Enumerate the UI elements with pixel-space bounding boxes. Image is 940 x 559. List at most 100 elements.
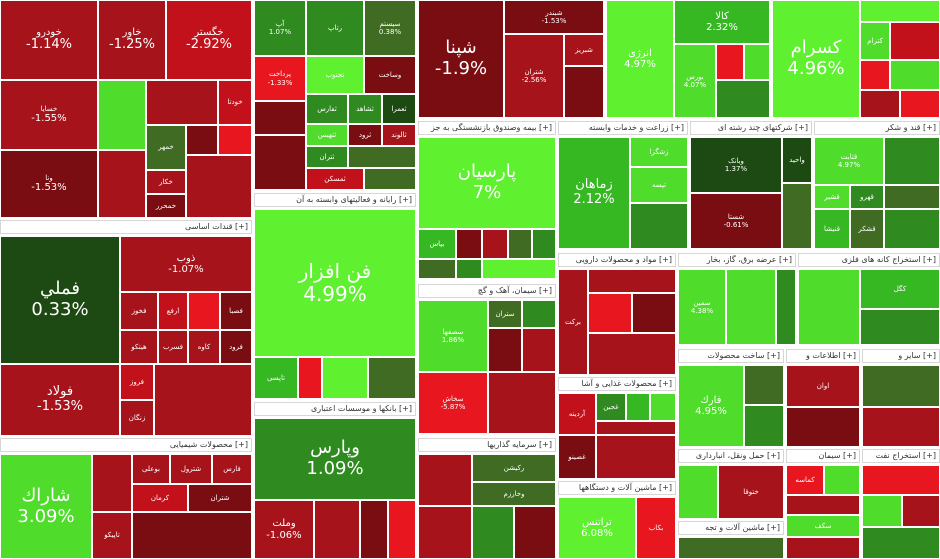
heatmap-tile[interactable]: غصینو [558, 435, 596, 479]
heatmap-tile[interactable] [188, 292, 220, 330]
heatmap-tile[interactable]: ذوب -1.07% [120, 236, 252, 292]
heatmap-tile[interactable]: خمهر [146, 125, 186, 170]
heatmap-tile[interactable] [862, 407, 940, 447]
heatmap-tile[interactable] [798, 269, 860, 345]
heatmap-tile[interactable] [472, 506, 514, 559]
heatmap-tile[interactable] [884, 209, 940, 249]
heatmap-tile[interactable]: تراتنس 6.08% [558, 497, 636, 559]
heatmap-tile[interactable]: آردینه [558, 393, 596, 435]
heatmap-tile[interactable] [890, 60, 940, 90]
heatmap-tile[interactable] [650, 393, 676, 421]
heatmap-tile[interactable]: فولاد -1.53% [0, 364, 120, 436]
heatmap-tile[interactable] [744, 44, 770, 80]
heatmap-tile[interactable]: خمحرر [146, 194, 186, 218]
heatmap-tile[interactable] [786, 407, 860, 447]
heatmap-tile[interactable]: رتاپ [306, 0, 364, 56]
heatmap-tile[interactable] [488, 372, 556, 434]
heatmap-tile[interactable] [716, 80, 770, 118]
heatmap-tile[interactable]: واحید [782, 137, 812, 183]
heatmap-tile[interactable] [776, 269, 796, 345]
heatmap-tile[interactable] [884, 185, 940, 209]
group-header[interactable]: [+] زراعت و خدمات وابسته [558, 121, 688, 135]
heatmap-tile[interactable]: بکاب [636, 497, 676, 559]
heatmap-tile[interactable]: فن افزار 4.99% [254, 209, 416, 357]
heatmap-tile[interactable]: فسرب [158, 330, 188, 364]
heatmap-tile[interactable] [146, 80, 218, 125]
heatmap-tile[interactable] [456, 259, 482, 279]
heatmap-tile[interactable]: بوعلی [132, 454, 170, 484]
heatmap-tile[interactable] [744, 365, 784, 405]
heatmap-tile[interactable]: کسرام 4.96% [772, 0, 860, 118]
heatmap-tile[interactable] [98, 150, 146, 218]
heatmap-tile[interactable]: ثتهیس [306, 124, 348, 146]
heatmap-tile[interactable]: تاپسی [254, 357, 298, 399]
heatmap-tile[interactable]: شستا -0.61% [690, 193, 782, 249]
heatmap-tile[interactable]: سکف [786, 515, 860, 537]
group-header[interactable]: [+] سایر و [862, 349, 940, 363]
heatmap-tile[interactable]: آپ 1.07% [254, 0, 306, 56]
heatmap-tile[interactable]: اوان [786, 365, 860, 407]
heatmap-tile[interactable] [314, 500, 360, 559]
group-header[interactable]: [+] ماشین آلات و دستگاهها [558, 481, 676, 495]
heatmap-tile[interactable]: فرود [220, 330, 252, 364]
heatmap-tile[interactable] [360, 500, 388, 559]
heatmap-tile[interactable]: وخارزم [472, 482, 556, 506]
heatmap-tile[interactable] [418, 506, 472, 559]
heatmap-tile[interactable] [254, 101, 306, 135]
heatmap-tile[interactable]: قهرو [850, 185, 884, 209]
heatmap-tile[interactable]: قشیر [814, 185, 850, 209]
heatmap-tile[interactable] [482, 259, 556, 279]
heatmap-tile[interactable] [860, 90, 900, 118]
heatmap-tile[interactable] [508, 229, 532, 259]
heatmap-tile[interactable]: تاپیکو [92, 512, 132, 559]
heatmap-tile[interactable]: ثمسکن [306, 168, 364, 190]
heatmap-tile[interactable]: شپنا -1.9% [418, 0, 504, 118]
heatmap-tile[interactable]: کاوه [188, 330, 220, 364]
heatmap-tile[interactable]: خاور -1.25% [98, 0, 166, 80]
heatmap-tile[interactable]: ثفارس [306, 94, 348, 124]
heatmap-tile[interactable] [514, 506, 556, 559]
heatmap-tile[interactable] [186, 125, 218, 155]
heatmap-tile[interactable]: فملي 0.33% [0, 236, 120, 364]
heatmap-tile[interactable] [860, 309, 940, 345]
heatmap-tile[interactable] [488, 328, 522, 372]
heatmap-tile[interactable]: سخاش -5.87% [418, 372, 488, 434]
heatmap-tile[interactable] [92, 454, 132, 512]
heatmap-tile[interactable]: تجنوب [306, 56, 364, 94]
heatmap-tile[interactable]: کگل [860, 269, 940, 309]
group-header[interactable]: [+] اطلاعات و [786, 349, 860, 363]
group-header[interactable]: [+] شرکتهای چند رشته ای [690, 121, 812, 135]
heatmap-tile[interactable]: سمین 4.38% [678, 269, 726, 345]
heatmap-tile[interactable]: زشگزا [630, 137, 688, 167]
group-header[interactable]: [+] قندات اساسی [0, 220, 252, 234]
heatmap-tile[interactable]: شتران -2.56% [504, 34, 564, 118]
group-header[interactable]: [+] قند و شکر [814, 121, 940, 135]
group-header[interactable]: [+] بانکها و موسسات اعتباری [254, 402, 416, 416]
heatmap-tile[interactable]: پرداخت -1.33% [254, 56, 306, 101]
heatmap-tile[interactable] [364, 168, 416, 190]
heatmap-tile[interactable] [132, 512, 252, 559]
heatmap-tile[interactable] [744, 405, 784, 447]
heatmap-tile[interactable] [862, 527, 940, 559]
group-header[interactable]: [+] استخراج نفت [862, 449, 940, 463]
heatmap-tile[interactable]: ارفع [158, 292, 188, 330]
heatmap-tile[interactable] [860, 60, 890, 90]
heatmap-tile[interactable]: قنیشا [814, 209, 850, 249]
heatmap-tile[interactable] [482, 229, 508, 259]
heatmap-tile[interactable] [860, 0, 940, 22]
heatmap-tile[interactable] [254, 135, 306, 190]
heatmap-tile[interactable] [456, 229, 482, 259]
heatmap-tile[interactable] [862, 495, 902, 527]
heatmap-tile[interactable]: وساخت [364, 56, 416, 94]
heatmap-tile[interactable]: شتران [188, 484, 252, 512]
heatmap-tile[interactable] [626, 393, 650, 421]
heatmap-tile[interactable]: فخوز [120, 292, 158, 330]
heatmap-tile[interactable]: زنگان [120, 400, 154, 436]
group-header[interactable]: [+] حمل ونقل، انبارداری [678, 449, 784, 463]
heatmap-tile[interactable]: کترام [860, 22, 890, 60]
heatmap-tile[interactable] [678, 537, 784, 559]
heatmap-tile[interactable] [902, 495, 940, 527]
heatmap-tile[interactable] [716, 44, 744, 80]
heatmap-tile[interactable] [532, 229, 556, 259]
group-header[interactable]: [+] محصولات شیمیایی [0, 438, 252, 452]
